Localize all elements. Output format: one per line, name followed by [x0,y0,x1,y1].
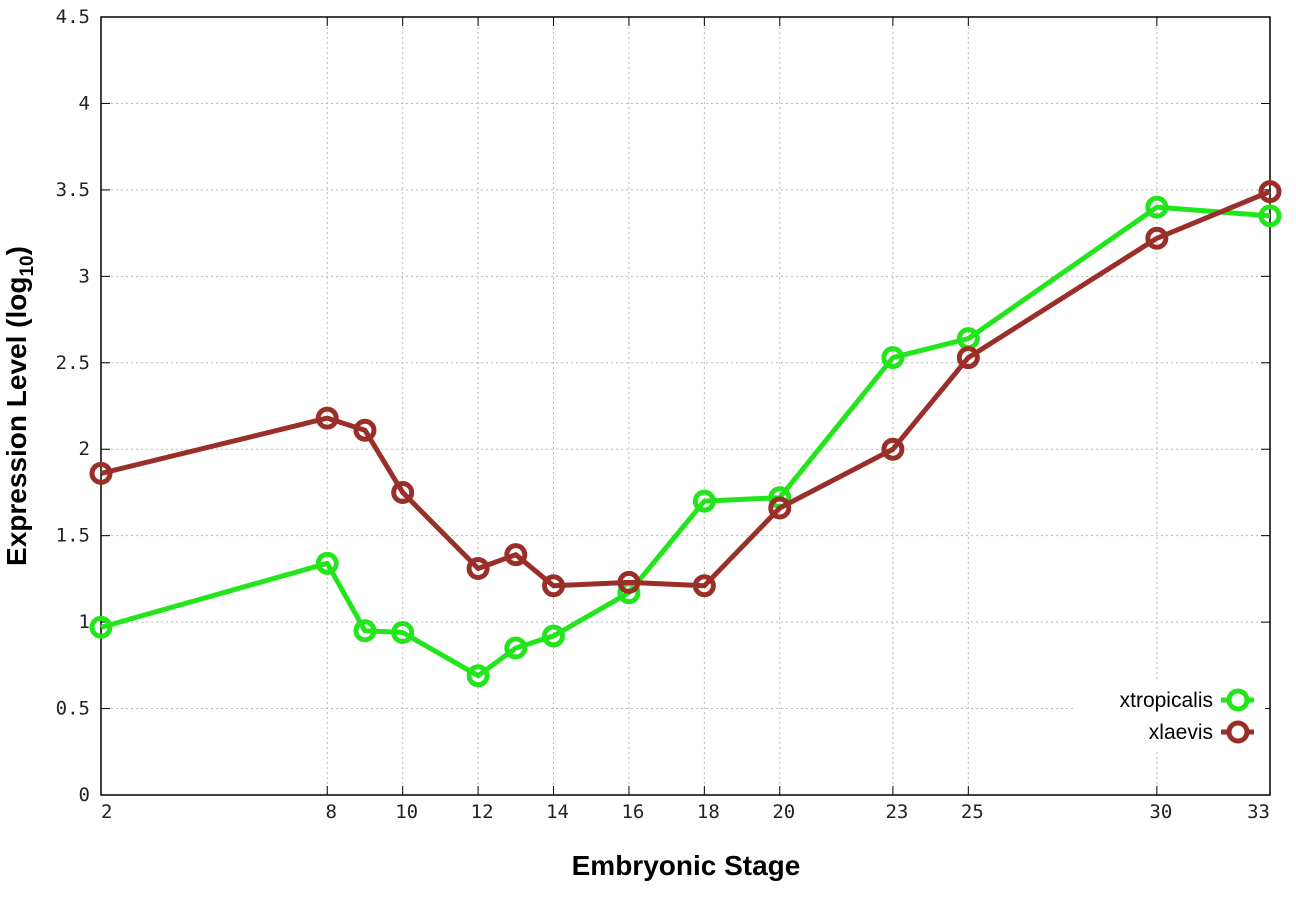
x-tick-label: 10 [395,801,418,823]
y-tick-label: 0.5 [56,698,90,720]
legend-label-xlaevis: xlaevis [1149,721,1213,744]
data-point-xtropicalis [466,664,490,688]
series-line-xtropicalis [100,204,1271,679]
data-point-xlaevis [391,480,415,504]
data-point-xlaevis [353,418,377,442]
x-tick-label: 14 [546,801,569,823]
data-point-xtropicalis [504,636,528,660]
series-line-xlaevis [100,189,1271,589]
x-tick-label: 18 [697,801,720,823]
legend-label-xtropicalis: xtropicalis [1120,689,1213,712]
data-point-xtropicalis [391,620,415,644]
y-axis-title: Expression Level (log10) [1,246,38,566]
data-point-xtropicalis [89,615,113,639]
x-tick-label: 30 [1149,801,1172,823]
series-xlaevis [89,180,1282,598]
y-tick-label: 3 [79,265,90,287]
y-tick-label: 0 [79,784,90,806]
data-point-xlaevis [881,437,905,461]
x-tick-label: 12 [471,801,494,823]
data-point-xlaevis [1258,180,1282,204]
data-point-xlaevis [89,461,113,485]
data-point-xtropicalis [353,619,377,643]
y-tick-label: 2 [79,438,90,460]
data-point-xtropicalis [1258,204,1282,228]
data-point-xtropicalis [881,346,905,370]
data-point-xlaevis [466,557,490,581]
plot-frame [100,16,1271,796]
y-tick-label: 4 [79,92,90,114]
data-point-xtropicalis [542,624,566,648]
y-tick-label: 1 [79,611,90,633]
series-xtropicalis [89,195,1282,688]
x-tick-label: 8 [326,801,337,823]
data-point-xtropicalis [1145,195,1169,219]
axis-ticks: 0 0.5 1 1.5 2 2.5 3 3.5 4 4.5 2 8 10 12 14 16 18 20 23 25 30… [56,6,1271,823]
x-axis-title: Embryonic Stage [572,850,801,881]
grid-lines [101,17,1270,795]
data-point-xlaevis [1145,226,1169,250]
x-tick-label: 2 [101,801,112,823]
data-point-xlaevis [504,543,528,567]
data-point-xlaevis [542,574,566,598]
legend-marker-xlaevis [1226,720,1250,744]
legend: xtropicalis xlaevis [1075,682,1265,752]
data-point-xlaevis [617,570,641,594]
x-tick-label: 33 [1247,801,1270,823]
y-tick-label: 2.5 [56,352,90,374]
series-layer [89,180,1282,688]
y-tick-label: 1.5 [56,525,90,547]
x-tick-label: 20 [772,801,795,823]
y-axis-title-subscript: 10 [17,255,38,276]
data-point-xlaevis [956,346,980,370]
data-point-xlaevis [692,574,716,598]
y-tick-label: 4.5 [56,6,90,28]
x-tick-label: 25 [961,801,984,823]
data-point-xtropicalis [315,551,339,575]
legend-marker-xtropicalis [1226,688,1250,712]
y-axis-title-main: Expression Level (log [1,277,32,566]
data-point-xlaevis [768,496,792,520]
y-axis-title-close: ) [1,246,32,255]
data-point-xtropicalis [692,489,716,513]
y-tick-label: 3.5 [56,179,90,201]
x-tick-label: 23 [885,801,908,823]
x-tick-label: 16 [621,801,644,823]
data-point-xlaevis [315,406,339,430]
